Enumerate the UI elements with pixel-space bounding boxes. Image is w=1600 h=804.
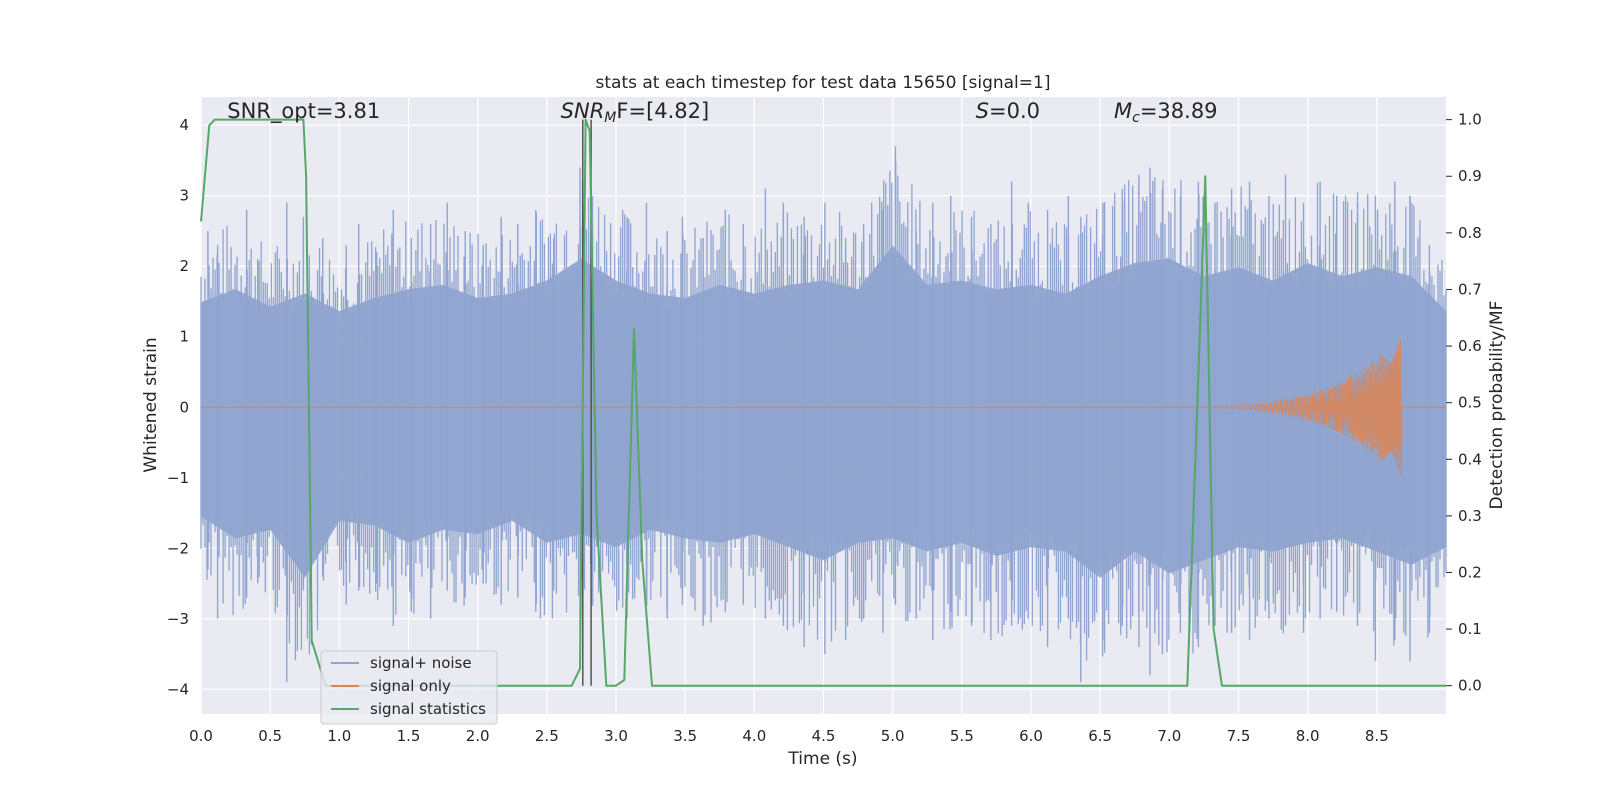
x-tick-label: 2.5 [535, 727, 559, 745]
y-right-tick-label: 0.1 [1458, 620, 1482, 638]
y-left-tick-label: −1 [167, 469, 189, 487]
series-signal-statistics [200, 118, 1446, 687]
legend: signal+ noise signal only signal statist… [320, 650, 498, 725]
x-tick-label: 1.0 [327, 727, 351, 745]
annotation-subscript: M [604, 110, 616, 126]
x-tick-label: 4.5 [812, 727, 836, 745]
noise-strokes [200, 160, 1447, 661]
x-tick-label: 8.5 [1365, 727, 1389, 745]
x-tick-label: 3.0 [604, 727, 628, 745]
annotation-main: M [1114, 99, 1132, 123]
x-tick-label: 4.0 [742, 727, 766, 745]
x-tick-label: 2.0 [466, 727, 490, 745]
y-right-tick-label: 0.6 [1458, 337, 1482, 355]
x-tick-label: 7.5 [1227, 727, 1251, 745]
x-tick-label: 5.0 [881, 727, 905, 745]
y-left-tick-label: 2 [179, 257, 189, 275]
annotation-suffix: F=[4.82] [616, 99, 709, 123]
annotation-main: SNR [561, 99, 605, 123]
y-left-tick-label: −4 [167, 680, 189, 698]
series-signal-noise [200, 146, 1447, 683]
series-signal-only [201, 339, 1446, 478]
x-tick-label: 5.5 [950, 727, 974, 745]
x-axis-label: Time (s) [787, 749, 857, 769]
x-tick-label: 0.0 [189, 727, 213, 745]
y-right-tick-label: 0.2 [1458, 563, 1482, 581]
y-right-tick-label: 0.5 [1458, 394, 1482, 412]
annotation-suffix: =0.0 [989, 99, 1040, 123]
y-right-tick-label: 1.0 [1458, 111, 1482, 129]
signal-only-chirp [1168, 339, 1446, 478]
legend-box [320, 650, 498, 725]
y-right-tick-label: 0.7 [1458, 280, 1482, 298]
y-axis-left-label: Whitened strain [141, 337, 161, 472]
x-tick-label: 0.5 [258, 727, 282, 745]
legend-label-signal-noise: signal+ noise [370, 654, 472, 672]
y-left-tick-label: −3 [167, 610, 189, 628]
left-axis-ticks: 4 3 2 1 0 −1 −2 −3 −4 [167, 116, 189, 698]
x-tick-label: 7.0 [1157, 727, 1181, 745]
y-right-tick-label: 0.0 [1458, 677, 1482, 695]
annotation-main: S [976, 99, 989, 123]
x-tick-label: 6.0 [1019, 727, 1043, 745]
annotation-text: SNRMF=[4.82] [561, 99, 710, 126]
y-left-tick-label: 3 [179, 187, 189, 205]
signal-statistics-line [200, 118, 1446, 687]
y-right-tick-label: 0.4 [1458, 450, 1482, 468]
x-axis-ticks: 0.0 0.5 1.0 1.5 2.0 2.5 3.0 3.5 4.0 4.5 5.0 5.5 6.0 6… [189, 727, 1389, 745]
annotation-text: S=0.0 [976, 99, 1040, 123]
x-tick-label: 6.5 [1088, 727, 1112, 745]
y-left-tick-label: 1 [179, 328, 189, 346]
legend-label-signal-statistics: signal statistics [370, 700, 486, 718]
legend-label-signal-only: signal only [370, 677, 451, 695]
x-tick-label: 1.5 [397, 727, 421, 745]
y-right-tick-label: 0.3 [1458, 507, 1482, 525]
y-left-tick-label: −2 [167, 539, 189, 557]
y-axis-right-label: Detection probability/MF [1487, 301, 1507, 510]
annotations: SNR_opt=3.81 SNRMF=[4.82] S=0.0 Mc=38.89 [227, 99, 1217, 126]
right-axis-ticks: 1.0 0.9 0.8 0.7 0.6 0.5 0.4 0.3 0.2 0.1 0.0 [1446, 111, 1482, 695]
annotation-text: Mc=38.89 [1114, 99, 1218, 126]
annotation-text: SNR_opt=3.81 [227, 99, 380, 124]
annotation-suffix: =38.89 [1140, 99, 1218, 123]
chart-title: stats at each timestep for test data 156… [596, 73, 1051, 93]
x-tick-label: 3.5 [673, 727, 697, 745]
y-right-tick-label: 0.8 [1458, 224, 1482, 242]
y-right-tick-label: 0.9 [1458, 167, 1482, 185]
y-left-tick-label: 4 [179, 116, 189, 134]
annotation-subscript: c [1132, 110, 1140, 126]
y-left-tick-label: 0 [179, 398, 189, 416]
x-tick-label: 8.0 [1296, 727, 1320, 745]
